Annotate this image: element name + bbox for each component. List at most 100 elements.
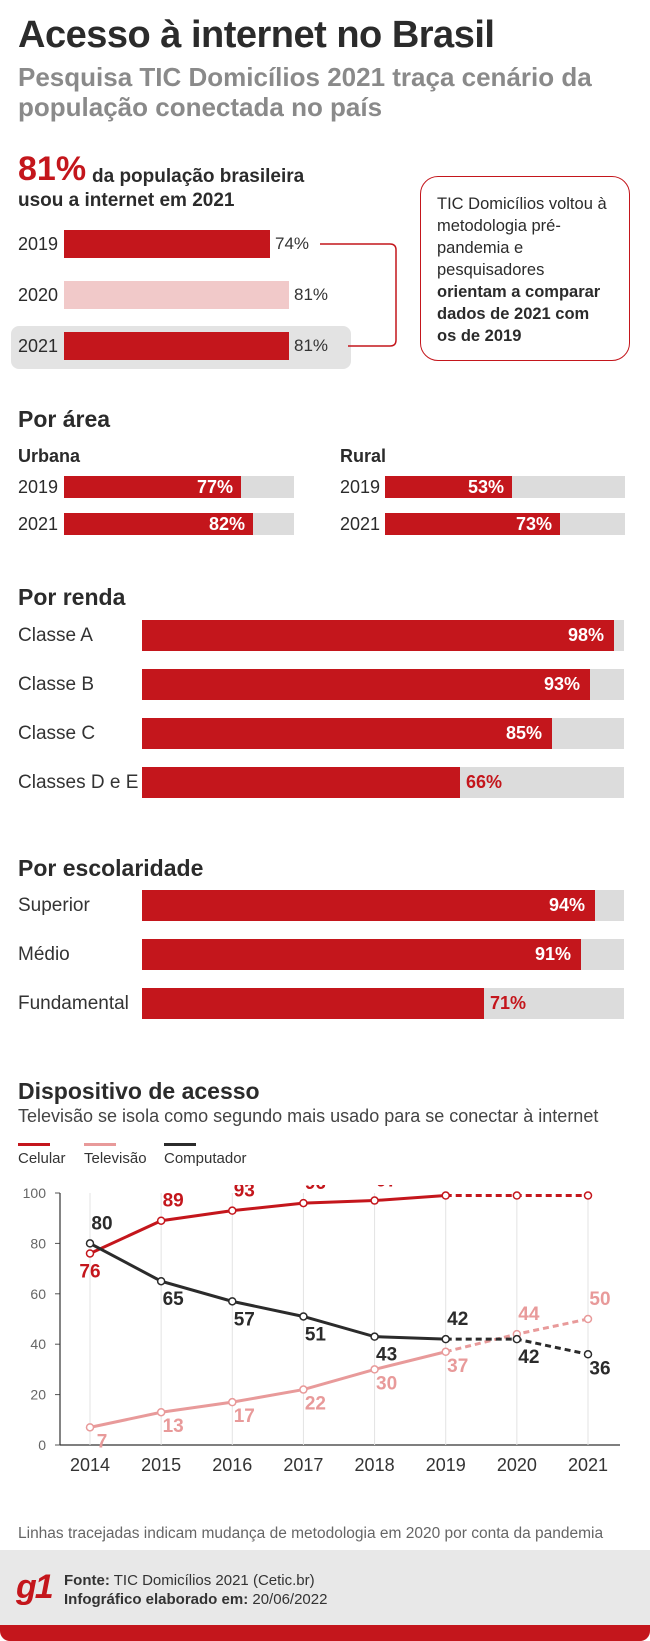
data-label: 37: [447, 1356, 468, 1377]
urbana-bar-value: 77%: [197, 476, 234, 497]
data-point: [583, 1350, 593, 1359]
data-point: [299, 1385, 308, 1394]
footer-source: Fonte: TIC Domicílios 2021 (Cetic.br): [64, 1572, 315, 1589]
data-point: [583, 1314, 593, 1324]
por_renda-bar-value: 85%: [506, 723, 543, 743]
footer-accent-bar: [0, 1625, 650, 1641]
data-point: [85, 1423, 95, 1432]
x-tick-label: 2014: [70, 1455, 110, 1475]
urbana-year-label: 2019: [18, 477, 59, 497]
callout-bold-text: orientam a comparar dados de 2021 com os…: [437, 283, 601, 345]
data-point: [228, 1397, 237, 1407]
rural-bar-value: 73%: [516, 513, 553, 534]
por_renda-category-label: Classe B: [18, 674, 95, 695]
por_renda-bar-fill: [142, 620, 614, 651]
por_escolaridade-category-label: Fundamental: [18, 993, 129, 1014]
rural-year-label: 2019: [340, 477, 381, 497]
urbana-year-label: 2021: [18, 514, 59, 534]
por_renda-bar-track: 93%: [142, 669, 624, 700]
y-tick-label: 20: [30, 1387, 46, 1403]
callout-text: TIC Domicílios voltou à metodologia pré-…: [437, 195, 607, 279]
data-label: 36: [589, 1358, 610, 1379]
section-dispositivo-title: Dispositivo de acesso: [18, 1078, 260, 1104]
highlight-bar-value: 81%: [294, 285, 329, 304]
data-label: 7: [97, 1431, 108, 1452]
series-line-computador: [89, 1242, 446, 1341]
data-label: 76: [79, 1261, 100, 1282]
por_renda-bar-value: 93%: [544, 674, 581, 694]
por_escolaridade-bar-value: 94%: [549, 895, 586, 915]
series-line-televisão: [89, 1350, 447, 1429]
data-label: 93: [234, 1185, 255, 1202]
callout-connector: [320, 243, 397, 347]
x-tick-label: 2016: [212, 1455, 252, 1475]
por_renda-bar-track: 85%: [142, 718, 624, 749]
data-point: [228, 1297, 237, 1306]
por_renda-bar-fill: [142, 767, 460, 798]
por_escolaridade-category-label: Superior: [18, 895, 90, 916]
data-point: [512, 1334, 522, 1344]
urbana-bar-fill: [64, 513, 253, 535]
urbana-bar-fill: [64, 476, 241, 498]
por_renda-category-label: Classe A: [18, 625, 93, 646]
por_renda-bar-value: 66%: [466, 772, 503, 792]
rural-label: Rural: [340, 446, 387, 466]
section-por-escolaridade-title: Por escolaridade: [18, 855, 204, 881]
data-point: [370, 1365, 379, 1374]
data-point: [583, 1191, 593, 1200]
por_escolaridade-bar-track: 71%: [142, 988, 624, 1019]
footer-date: Infográfico elaborado em: 20/06/2022: [64, 1591, 327, 1608]
device-line-chart: 0 20 40 60 80 100 2014 2015 2016 2017 2018 2019 2020…: [23, 1185, 620, 1475]
por_escolaridade-bar-value: 91%: [535, 944, 572, 964]
por_escolaridade-bar-fill: [142, 890, 595, 921]
highlight-bar-value: 81%: [294, 336, 329, 355]
por_escolaridade-bar-fill: [142, 939, 581, 970]
y-tick-label: 40: [30, 1336, 46, 1352]
x-tick-label: 2017: [283, 1455, 323, 1475]
y-tick-label: 0: [38, 1437, 46, 1453]
data-point: [299, 1198, 308, 1208]
series-line-celular: [89, 1194, 446, 1255]
data-label: 80: [91, 1213, 112, 1234]
y-tick-label: 100: [23, 1185, 47, 1201]
rural-bar-track: 73%: [385, 513, 625, 535]
highlight-percentage: 81%: [18, 150, 87, 188]
por_escolaridade-bar-track: 94%: [142, 890, 624, 921]
rural-bar-value: 53%: [468, 476, 505, 497]
methodology-callout: TIC Domicílios voltou à metodologia pré-…: [420, 176, 630, 361]
section-por-area-title: Por área: [18, 406, 111, 432]
highlight-bar: [64, 230, 270, 258]
rural-bar-fill: [385, 513, 560, 535]
data-label: 57: [234, 1309, 255, 1330]
por_escolaridade-bar-value: 71%: [490, 993, 527, 1013]
rural-bar-track: 53%: [385, 476, 625, 498]
x-tick-label: 2019: [426, 1455, 466, 1475]
data-label: 65: [163, 1289, 185, 1310]
x-tick-label: 2015: [141, 1455, 181, 1475]
urbana-bar-track: 77%: [64, 476, 294, 498]
por_renda-category-label: Classes D e E: [18, 772, 139, 793]
x-tick-label: 2021: [568, 1455, 608, 1475]
data-label: 99: [447, 1185, 468, 1187]
por_escolaridade-bar-fill: [142, 988, 484, 1019]
y-tick-label: 60: [30, 1286, 46, 1302]
por_escolaridade-bar-track: 91%: [142, 939, 624, 970]
legend-swatch: [164, 1143, 196, 1146]
data-label: 97: [376, 1185, 397, 1192]
por_renda-bar-fill: [142, 669, 590, 700]
data-label: 44: [518, 1304, 540, 1325]
highlight-year-label: 2021: [18, 336, 59, 356]
urbana-bar-value: 82%: [209, 513, 246, 534]
urbana-bar-track: 82%: [64, 513, 294, 535]
data-point: [512, 1191, 522, 1200]
section-por-renda-title: Por renda: [18, 584, 126, 610]
data-label: 43: [376, 1345, 397, 1366]
data-label: 89: [163, 1191, 184, 1212]
footer: [0, 1550, 650, 1630]
data-label: 51: [305, 1324, 327, 1345]
por_renda-bar-fill: [142, 718, 552, 749]
data-label: 96: [305, 1185, 326, 1194]
data-label: 50: [589, 1289, 610, 1310]
data-label: 17: [234, 1406, 255, 1427]
footer-source-label: Fonte:: [64, 1572, 110, 1589]
